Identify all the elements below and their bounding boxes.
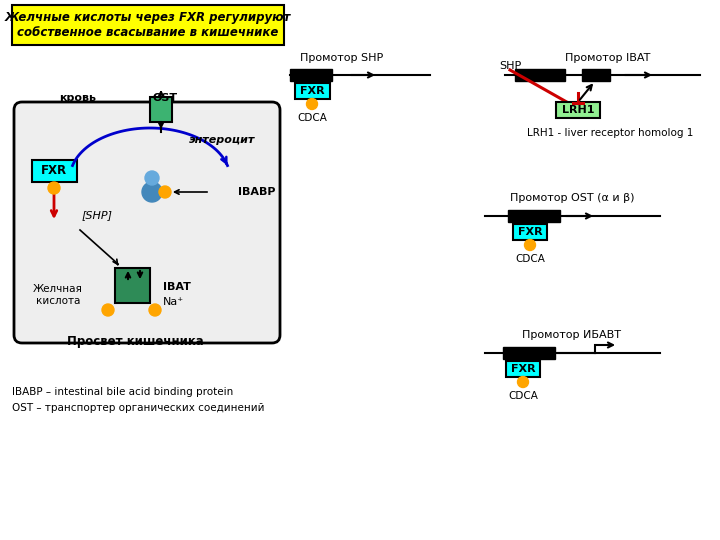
Text: SHP: SHP — [499, 61, 521, 71]
Text: LRH1 - liver receptor homolog 1: LRH1 - liver receptor homolog 1 — [527, 128, 693, 138]
Circle shape — [518, 376, 528, 388]
Bar — [556, 102, 600, 118]
Bar — [115, 268, 150, 303]
Circle shape — [159, 186, 171, 198]
Text: Промотор ИБАВТ: Промотор ИБАВТ — [523, 330, 621, 340]
Bar — [508, 210, 560, 222]
Circle shape — [524, 240, 536, 251]
Text: [SHP]: [SHP] — [82, 210, 113, 220]
Circle shape — [149, 304, 161, 316]
Bar — [513, 224, 547, 240]
Text: Промотор OST (α и β): Промотор OST (α и β) — [510, 193, 634, 203]
FancyBboxPatch shape — [14, 102, 280, 343]
Text: OST – транспортер органических соединений: OST – транспортер органических соединени… — [12, 403, 264, 413]
Text: Промотор IBAT: Промотор IBAT — [565, 53, 651, 63]
Bar — [290, 69, 332, 81]
Text: FXR: FXR — [518, 227, 542, 237]
Text: Na⁺: Na⁺ — [163, 297, 184, 307]
Bar — [503, 347, 555, 359]
Bar — [582, 69, 610, 81]
Text: IBAT: IBAT — [163, 282, 191, 292]
Text: кровь: кровь — [60, 93, 96, 103]
Text: LRH1: LRH1 — [562, 105, 594, 115]
Circle shape — [102, 304, 114, 316]
Text: Промотор SHP: Промотор SHP — [300, 53, 384, 63]
Circle shape — [307, 98, 318, 110]
Text: FXR: FXR — [300, 86, 324, 96]
Text: IBABP – intestinal bile acid binding protein: IBABP – intestinal bile acid binding pro… — [12, 387, 233, 397]
Circle shape — [142, 182, 162, 202]
Text: Желчные кислоты через FXR регулируют: Желчные кислоты через FXR регулируют — [5, 10, 291, 24]
Circle shape — [48, 182, 60, 194]
Text: CDCA: CDCA — [297, 113, 327, 123]
Bar — [515, 69, 565, 81]
Bar — [506, 361, 540, 377]
Text: собственное всасывание в кишечнике: собственное всасывание в кишечнике — [17, 26, 279, 39]
Text: OST: OST — [153, 93, 178, 103]
Text: IBABP: IBABP — [238, 187, 276, 197]
Bar — [32, 160, 77, 182]
Text: FXR: FXR — [41, 165, 67, 178]
Text: энтероцит: энтероцит — [189, 135, 255, 145]
Circle shape — [145, 171, 159, 185]
Text: CDCA: CDCA — [508, 391, 538, 401]
Bar — [150, 97, 172, 122]
Text: CDCA: CDCA — [515, 254, 545, 264]
Text: FXR: FXR — [510, 364, 535, 374]
Text: Просвет кишечника: Просвет кишечника — [67, 335, 203, 348]
Bar — [12, 5, 284, 45]
Text: Желчная
кислота: Желчная кислота — [33, 284, 83, 306]
Bar — [295, 83, 330, 99]
